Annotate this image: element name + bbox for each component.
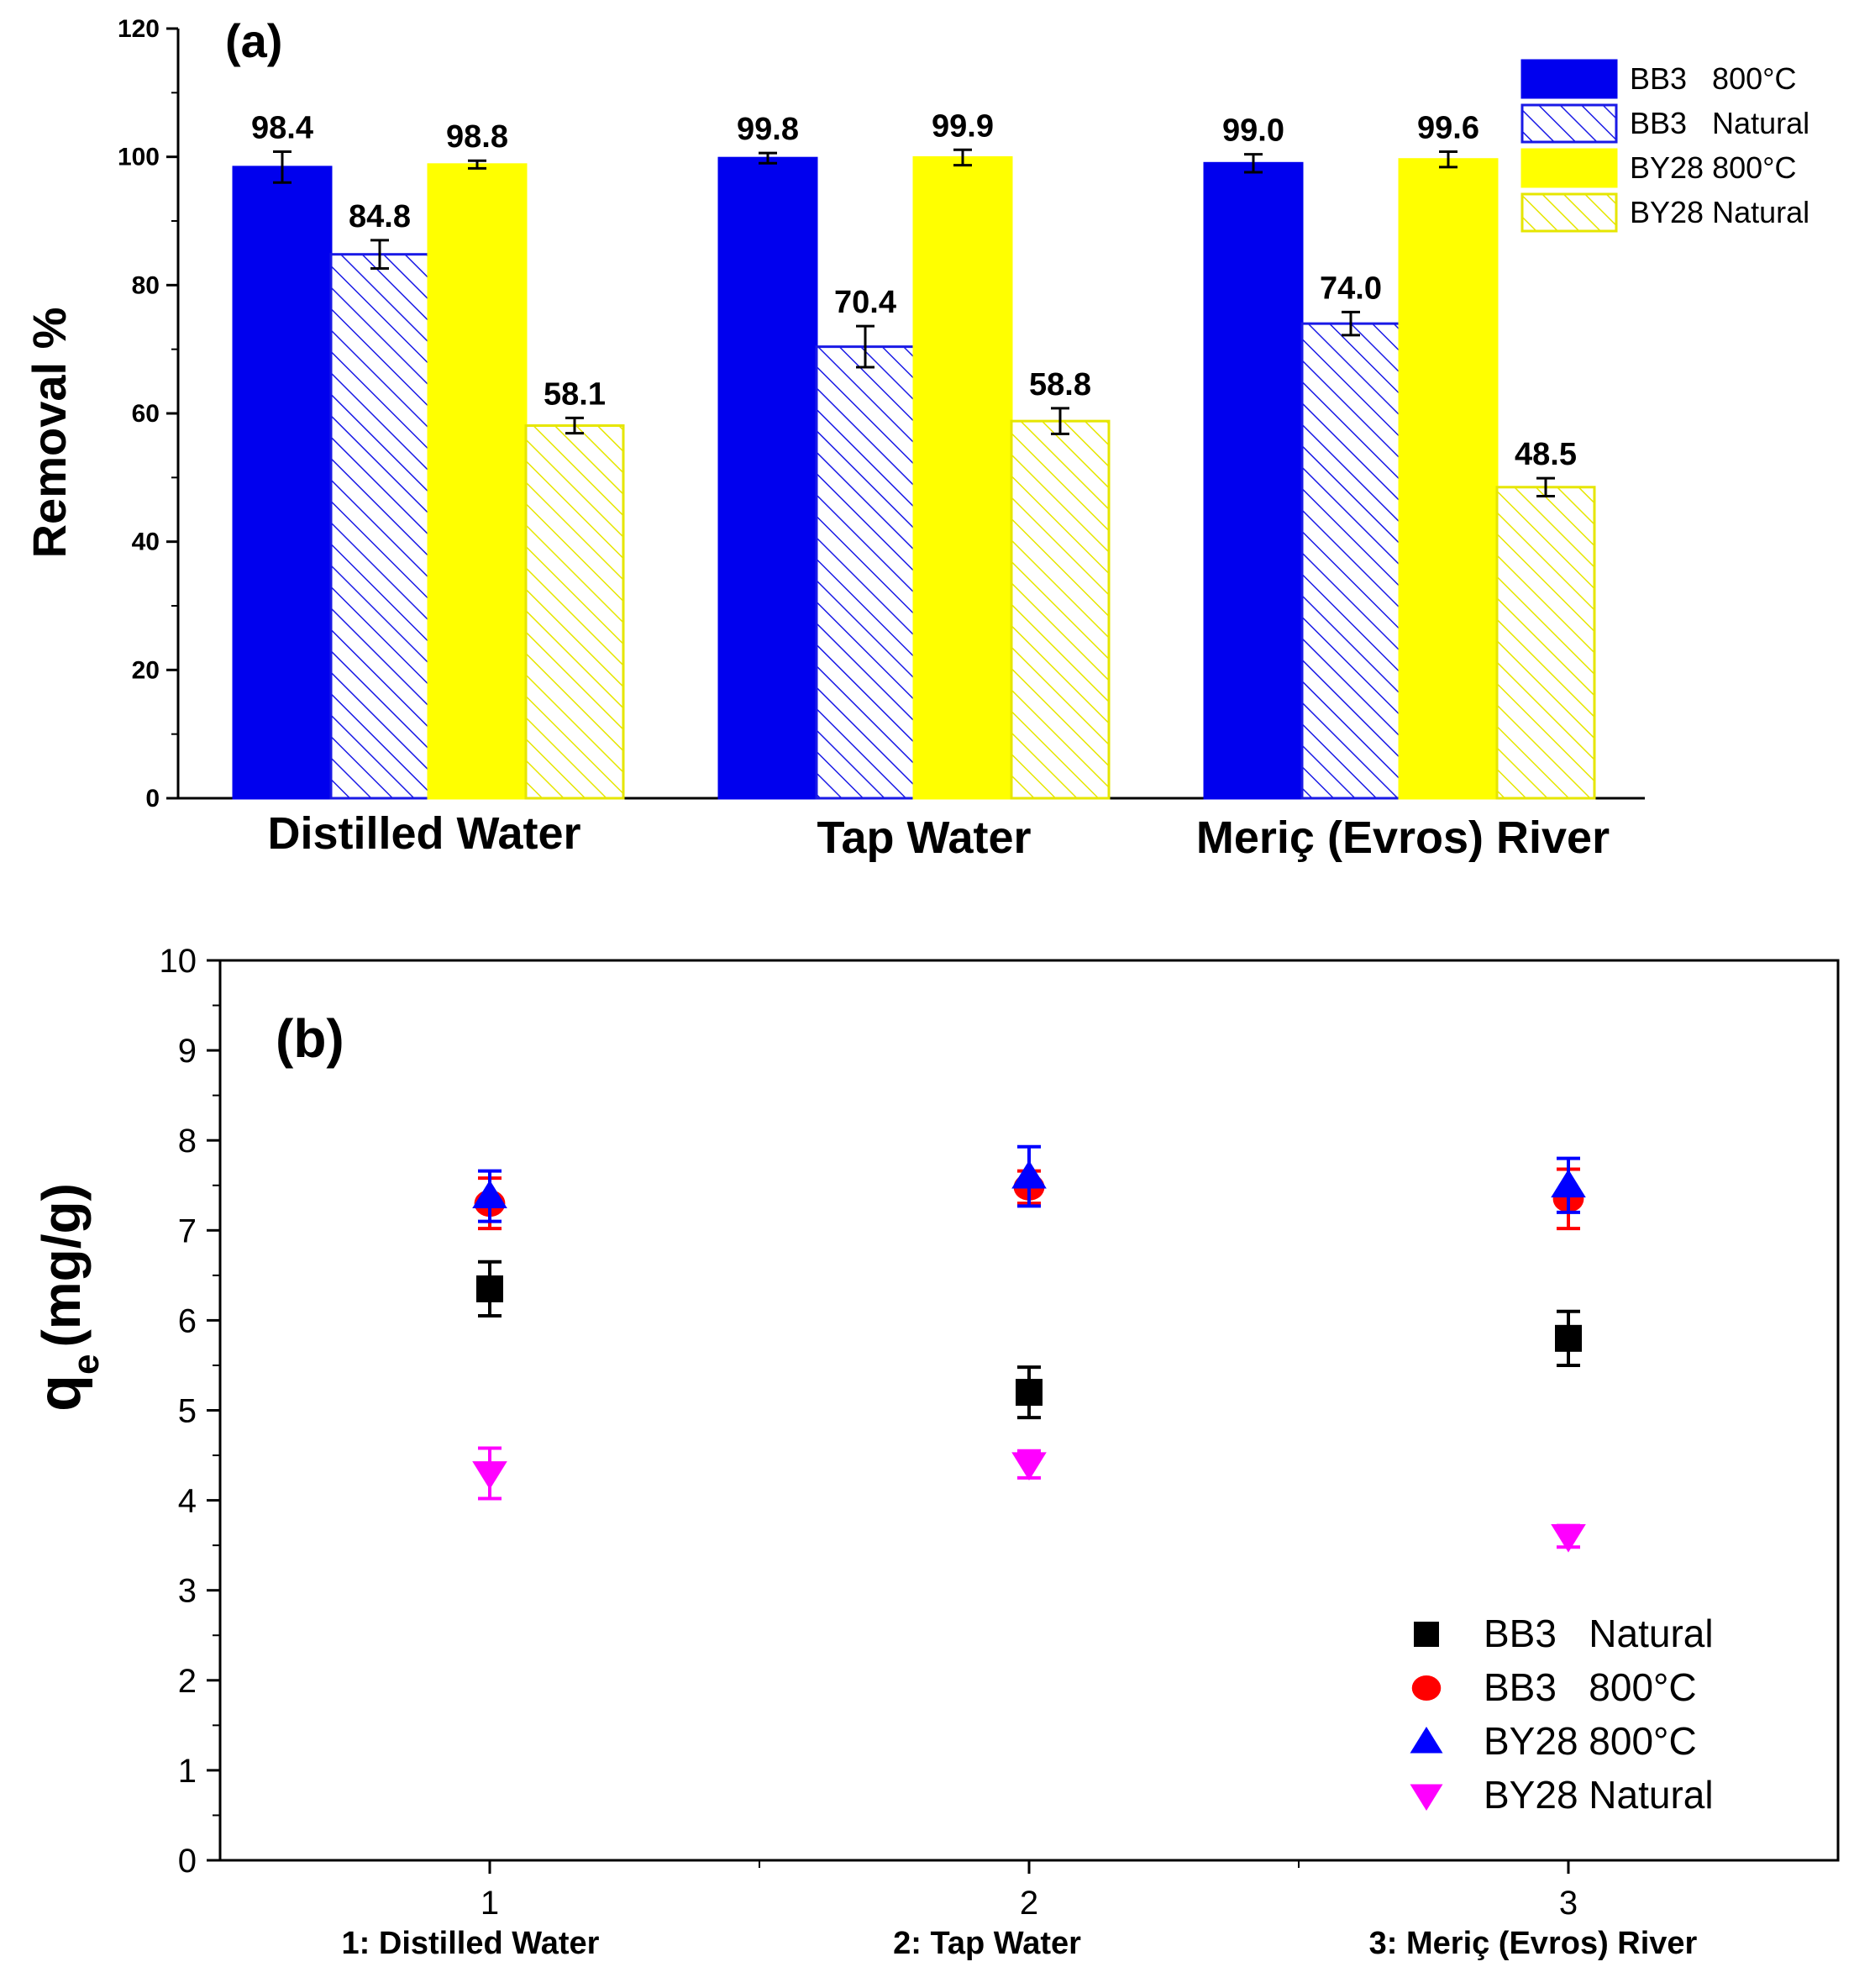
a-legend-label: BB3 Natural: [1630, 106, 1809, 140]
b-data-point: [1551, 1524, 1586, 1553]
a-bar: [234, 167, 331, 798]
a-bar: [1205, 163, 1302, 798]
b-x-category-label: 3: Meriç (Evros) River: [1369, 1926, 1698, 1961]
a-data-label: 58.1: [544, 376, 606, 412]
a-legend-label: BY28 800°C: [1630, 150, 1797, 185]
b-data-point: [1011, 1160, 1047, 1189]
a-category-label: Meriç (Evros) River: [1196, 813, 1610, 863]
b-legend-label: BY28 Natural: [1484, 1773, 1714, 1817]
b-data-point: [1016, 1379, 1043, 1406]
a-y-tick-label: 80: [132, 271, 160, 299]
a-data-label: 58.8: [1029, 367, 1091, 402]
panel-b-ylabel-main: q: [26, 1375, 93, 1412]
a-y-tick-label: 0: [145, 785, 160, 813]
a-legend-label: BB3 800°C: [1630, 61, 1797, 96]
a-data-label: 99.0: [1222, 113, 1284, 149]
b-data-point: [1551, 1170, 1586, 1198]
b-legend-marker: [1412, 1675, 1442, 1701]
a-bar: [1497, 487, 1594, 798]
b-x-tick-label: 1: [481, 1885, 499, 1922]
b-data-point: [472, 1461, 507, 1490]
b-y-tick-label: 2: [178, 1663, 197, 1700]
b-x-category-label: 1: Distilled Water: [342, 1926, 600, 1961]
panel-b-points: [472, 1147, 1586, 1553]
b-x-tick-label: 2: [1020, 1885, 1038, 1922]
a-data-label: 98.8: [446, 119, 508, 155]
a-legend-swatch: [1522, 150, 1616, 187]
a-legend-label: BY28 Natural: [1630, 195, 1809, 229]
a-legend-swatch: [1522, 105, 1616, 142]
b-data-point: [472, 1180, 507, 1208]
a-data-label: 98.4: [251, 111, 313, 146]
panel-a-ylabel: Removal %: [23, 308, 76, 559]
b-data-point: [1011, 1452, 1047, 1480]
b-y-tick-label: 4: [178, 1483, 197, 1520]
a-bar: [1302, 323, 1400, 798]
a-y-tick-label: 100: [118, 144, 160, 171]
a-category-label: Distilled Water: [267, 808, 580, 859]
panel-b: (b) qe (mg/g) 0 1 2 3 4 5 6 7 8 9 10 1 2 3 1: Distilled…: [26, 943, 1838, 1961]
a-data-label: 99.6: [1417, 111, 1479, 146]
panel-a-legend: BB3 800°C BB3 Natural BY28 800°C BY28 Natur…: [1522, 60, 1809, 231]
a-bar: [331, 255, 428, 798]
b-y-tick-label: 6: [178, 1302, 197, 1339]
a-bar: [1400, 160, 1497, 798]
panel-b-ylabel: qe (mg/g): [26, 1183, 107, 1412]
b-legend-label: BB3 800°C: [1484, 1665, 1697, 1709]
panel-a-label: (a): [225, 14, 282, 67]
panel-b-ylabel-sub: e: [66, 1354, 107, 1375]
panel-a: (a) Removal % 0 20 40 60 80 100 120 Distilled W…: [23, 14, 1809, 863]
a-data-label: 99.8: [737, 112, 799, 147]
a-y-tick-label: 60: [132, 400, 160, 428]
a-y-tick-label: 120: [118, 15, 160, 43]
b-y-tick-label: 10: [160, 943, 197, 980]
a-bar: [428, 165, 526, 798]
a-data-label: 99.9: [932, 108, 994, 144]
figure: (a) Removal % 020406080100120Distilled W…: [0, 0, 1875, 1988]
b-y-tick-label: 7: [178, 1212, 197, 1249]
a-y-tick-label: 40: [132, 529, 160, 556]
b-y-tick-label: 1: [178, 1753, 197, 1790]
b-legend-marker: [1410, 1785, 1443, 1812]
b-x-tick-label: 3: [1559, 1885, 1578, 1922]
b-data-point: [1555, 1325, 1582, 1352]
a-data-label: 48.5: [1515, 437, 1577, 472]
b-y-tick-label: 3: [178, 1573, 197, 1610]
a-bar: [526, 426, 623, 798]
a-data-label: 74.0: [1320, 271, 1382, 306]
a-bar: [1011, 421, 1109, 798]
a-bar: [914, 157, 1011, 798]
panel-b-label: (b): [276, 1008, 344, 1069]
b-legend-label: BB3 Natural: [1484, 1612, 1714, 1655]
b-y-tick-label: 8: [178, 1123, 197, 1160]
b-y-tick-label: 5: [178, 1393, 197, 1430]
a-legend-swatch: [1522, 194, 1616, 231]
a-bar: [719, 158, 817, 798]
b-data-point: [476, 1275, 503, 1302]
svg-text:qe(mg/g): qe (mg/g): [26, 1183, 107, 1412]
panel-b-ylabel-unit: (mg/g): [31, 1183, 92, 1348]
panel-a-bars: 98.4 99.8 99.0 84.8 70.4 74.0 98.8 99.9 99.6 58.1…: [234, 108, 1594, 798]
a-y-tick-label: 20: [132, 656, 160, 684]
a-category-label: Tap Water: [817, 813, 1031, 863]
panel-b-legend: BB3 Natural BB3 800°C BY28 800°C BY28 Natur…: [1410, 1612, 1714, 1817]
b-legend-label: BY28 800°C: [1484, 1719, 1697, 1763]
b-legend-marker: [1414, 1622, 1439, 1647]
a-data-label: 84.8: [349, 199, 411, 234]
a-data-label: 70.4: [834, 285, 896, 320]
b-y-tick-label: 0: [178, 1843, 197, 1880]
a-bar: [817, 347, 914, 798]
a-legend-swatch: [1522, 60, 1616, 97]
b-x-category-label: 2: Tap Water: [893, 1926, 1081, 1961]
b-y-tick-label: 9: [178, 1033, 197, 1070]
b-legend-marker: [1410, 1727, 1443, 1754]
